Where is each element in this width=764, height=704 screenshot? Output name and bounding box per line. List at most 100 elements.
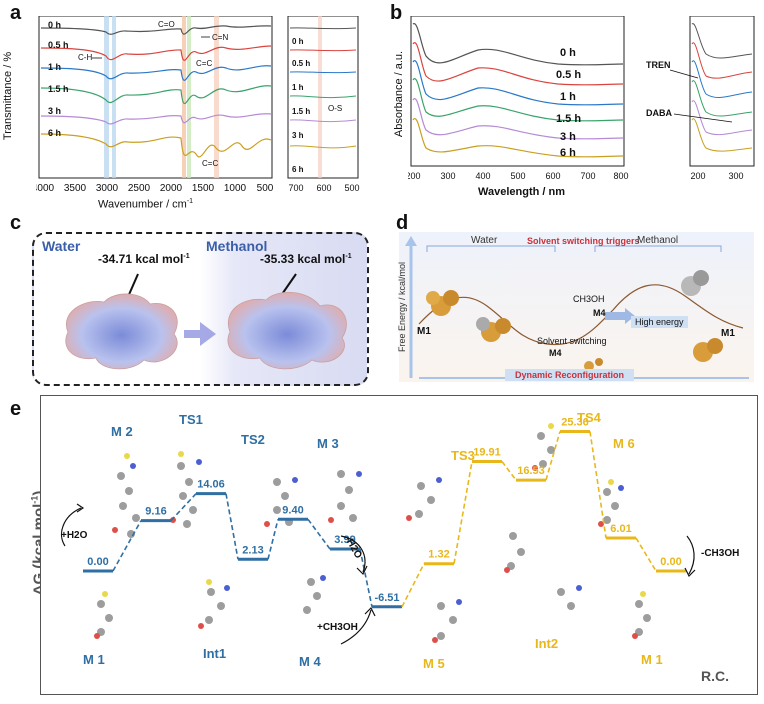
add-ch3oh-label: +CH3OH [317,622,358,633]
state-label-m5: M 5 [423,656,445,671]
state-label-ts1: TS1 [179,412,203,427]
energy-value-label: 25.36 [561,417,589,429]
panel-c-esp-box: Water Methanol -34.71 kcal mol-1 -35.33 … [32,232,369,386]
tick-b-700: 700 [580,171,595,181]
panel-label-d: d [396,212,409,234]
tick-b-300: 300 [440,171,455,181]
reaction-coordinate-label: R.C. [701,668,729,684]
energy-connector [545,431,561,481]
trigger-label: Solvent switching triggers [527,236,640,246]
time-label: 6 h [48,128,61,138]
zoom-time-label: 1 h [292,83,304,92]
time-label: 1.5 h [48,84,69,94]
state-label-m2: M 2 [111,424,133,439]
state-label-ts2: TS2 [241,432,265,447]
add-h2o-label: +H2O [61,530,88,541]
energy-value-label: -6.51 [374,592,399,604]
state-label-int2: Int2 [535,636,559,651]
energy-connector [501,461,517,481]
tick-b-zoom-300: 300 [728,171,743,181]
energy-connector [225,493,239,560]
annotation-os: O-S [328,104,342,113]
state-label-m1: M 1 [83,652,105,667]
methanol-label: Methanol [206,238,268,254]
annotation-daba: DABA [646,108,672,118]
panel-label-c: c [10,212,22,234]
tick-a-zoom-500: 500 [344,183,359,193]
remove-ch3oh-label: -CH3OH [701,548,740,559]
tick-a-3000: 3000 [96,183,119,194]
time-label: 3 h [48,106,61,116]
ch3oh-label: CH3OH [573,294,605,304]
state-label-m4: M 4 [299,654,321,669]
high-energy-label: High energy [631,316,688,328]
esp-water-surface [65,293,178,370]
energy-connector [267,519,279,560]
tick-a-500: 500 [257,183,274,194]
zoom-time-label: 6 h [292,165,304,174]
tick-a-3500: 3500 [64,183,87,194]
energy-connector [170,493,197,522]
m4-top-label: M4 [593,308,606,318]
energy-value-label: 9.16 [145,506,166,518]
tick-b-400: 400 [475,171,490,181]
dynamic-reconfiguration-label: Dynamic Reconfiguration [505,369,635,381]
energy-connector [635,537,657,572]
tick-a-zoom-700: 700 [288,183,303,193]
m4-bottom-label: M4 [549,348,562,358]
energy-value-label: 3.99 [334,534,355,546]
state-label-ts3: TS3 [451,448,475,463]
annotation-cc: C=C [196,59,212,68]
panel-a-ftir-plot: 4000 3500 3000 2500 2000 1500 1000 500 0… [36,16,360,194]
zoom-time-label: 0.5 h [292,59,310,68]
water-phase-label: Water [471,235,498,246]
panel-b-xlabel: Wavelength / nm [478,186,565,198]
time-label: 0.5 h [556,69,581,81]
tick-b-800: 800 [613,171,628,181]
time-label: 0 h [48,20,61,30]
arrow-right-icon [184,322,216,346]
energy-value-label: 14.06 [197,479,225,491]
solvent-switching-label: Solvent switching [537,336,607,346]
time-label: 0 h [560,47,576,59]
state-label-m3: M 3 [317,436,339,451]
state-label-m6: M 6 [613,436,635,451]
state-label-ts4: TS4 [577,410,601,425]
energy-connector [401,563,425,608]
tick-b-500: 500 [510,171,525,181]
panel-label-e: e [10,398,22,420]
state-label-int1: Int1 [203,646,227,661]
annotation-ch: C-H [78,53,92,62]
tick-a-2500: 2500 [128,183,151,194]
esp-surfaces [65,273,347,370]
panel-b-ylabel: Absorbance / a.u. [393,50,406,138]
time-label: 0.5 h [48,40,69,50]
energy-methanol: -35.33 kcal mol-1 [260,252,352,266]
tick-a-1000: 1000 [224,183,247,194]
energy-connector [112,520,142,572]
m1-right-label: M1 [721,328,735,339]
energy-water: -34.71 kcal mol-1 [98,252,190,266]
panel-a-xlabel: Wavenumber / cm-1 [98,198,194,211]
energy-value-label: 1.32 [428,549,449,561]
zoom-time-label: 0 h [292,37,304,46]
panel-a-ylabel: Transmittance / % [2,51,15,141]
energy-value-label: 2.13 [242,544,263,556]
tick-a-1500: 1500 [192,183,215,194]
tick-b-200: 200 [408,171,421,181]
energy-connector [359,548,373,607]
time-label: 6 h [560,147,576,159]
tick-b-600: 600 [545,171,560,181]
tick-a-4000: 4000 [36,183,55,194]
energy-connector [453,461,473,564]
methanol-phase-label: Methanol [637,235,679,246]
annotation-co: C=O [158,20,175,29]
tick-a-2000: 2000 [160,183,183,194]
panel-e-energy-profile: 0.00 9.16 14.06 2.13 9.40 3.99 -6.51 1.32 19.91 1… [40,395,758,695]
energy-connector [589,431,607,539]
energy-value-label: 6.01 [610,523,631,535]
tick-b-zoom-200: 200 [690,171,705,181]
time-label: 1 h [560,91,576,103]
state-label-m1-final: M 1 [641,652,663,667]
molecule-clusters [94,423,651,643]
